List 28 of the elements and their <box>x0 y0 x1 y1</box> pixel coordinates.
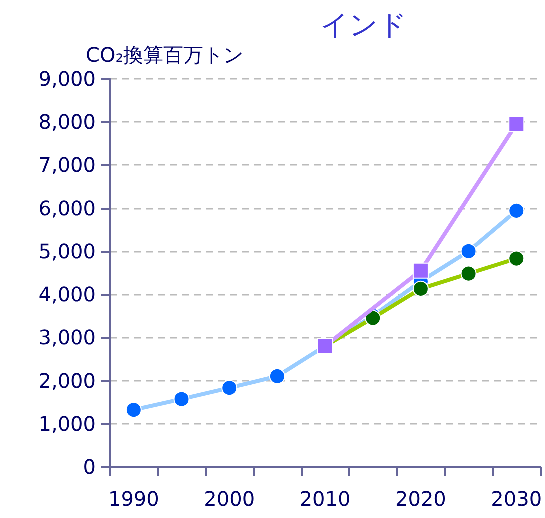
y-tick-label: 5,000 <box>38 239 96 264</box>
y-tick-label: 7,000 <box>38 153 96 178</box>
x-tick-label: 2010 <box>300 487 351 511</box>
point <box>508 202 525 219</box>
y-tick-label: 2,000 <box>38 368 96 393</box>
y-tick-label: 9,000 <box>38 67 96 91</box>
point <box>412 262 429 279</box>
x-tick-label: 2030 <box>491 487 542 511</box>
point <box>174 391 190 408</box>
chart-title: インド <box>320 8 408 42</box>
point <box>269 368 286 384</box>
y-tick-label: 6,000 <box>38 196 96 220</box>
point <box>460 266 477 282</box>
point <box>460 243 477 260</box>
point <box>508 116 525 132</box>
y-tick-label: 0 <box>83 455 96 479</box>
x-tick-label: 2020 <box>396 487 446 511</box>
y-axis-title: CO₂換算百万トン <box>86 43 244 67</box>
y-tick-label: 4,000 <box>38 282 96 307</box>
x-tick-label: 1990 <box>108 487 160 511</box>
point <box>412 280 429 297</box>
x-tick-label: 2000 <box>204 487 256 511</box>
y-tick-label: 3,000 <box>38 326 96 350</box>
point <box>222 380 238 396</box>
y-tick-label: 8,000 <box>38 110 96 134</box>
point <box>508 250 525 267</box>
point <box>126 402 142 418</box>
y-tick-label: 1,000 <box>38 412 96 436</box>
